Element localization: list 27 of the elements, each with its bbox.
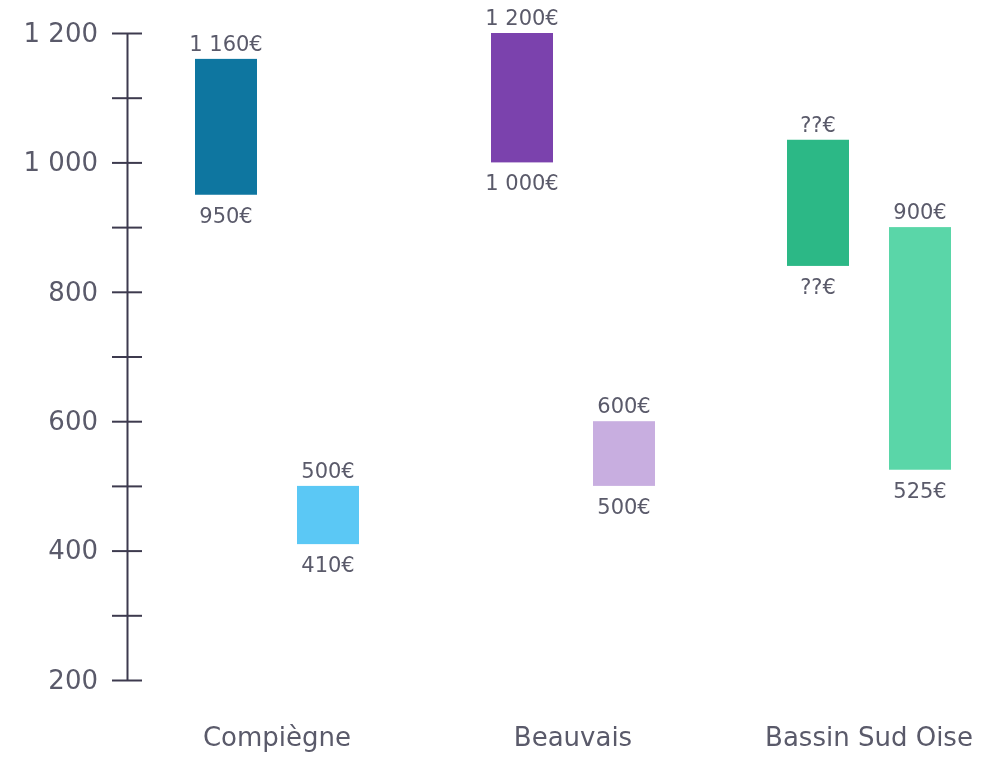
y-tick-label: 600	[48, 406, 98, 437]
y-tick-label: 1 200	[23, 17, 98, 48]
bar	[297, 485, 359, 545]
annotation: 900€	[893, 200, 947, 225]
annotation: 500€	[301, 458, 355, 483]
annotation: 500€	[597, 494, 651, 519]
annotation: 410€	[301, 553, 355, 578]
y-tick-label: 400	[48, 535, 98, 566]
x-tick-label: Bassin Sud Oise	[765, 722, 973, 752]
x-tick-label: Beauvais	[513, 722, 633, 752]
x-tick-label: Compiègne	[202, 722, 352, 752]
annotation: 1 000€	[485, 171, 559, 196]
annotation: 950€	[199, 203, 253, 228]
y-tick-label: 200	[48, 664, 98, 695]
bar	[787, 139, 849, 266]
annotation: 525€	[893, 478, 947, 503]
bar	[889, 227, 951, 470]
annotation: ??€	[800, 274, 836, 299]
y-tick-label: 800	[48, 276, 98, 307]
annotation: ??€	[800, 112, 836, 137]
text: 1 200€	[485, 6, 559, 30]
annotation: 1 160€	[189, 31, 263, 56]
bar	[195, 58, 257, 195]
y-tick-label: 1 000	[23, 147, 98, 178]
bar	[491, 33, 553, 163]
bar	[593, 421, 655, 486]
annotation: 600€	[597, 394, 651, 419]
